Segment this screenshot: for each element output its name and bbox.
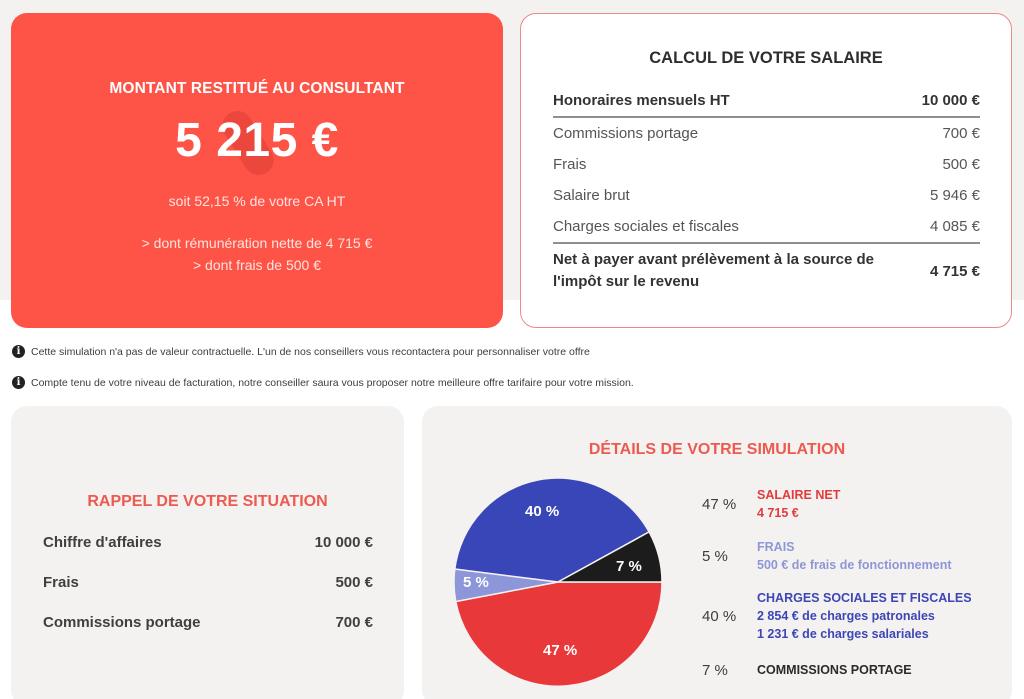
pie-label-commissions: 7 %	[616, 558, 642, 575]
pie-chart: 47 % 5 % 40 % 7 %	[453, 477, 663, 687]
salary-row-value: 4 715 €	[929, 262, 980, 280]
revenue-ratio: soit 52,15 % de votre CA HT	[168, 193, 346, 209]
recall-row-value: 700 €	[335, 614, 373, 631]
legend-item-fees: 5 % FRAIS 500 € de frais de fonctionneme…	[702, 538, 952, 574]
legend-name: SALAIRE NET	[757, 488, 841, 502]
salary-row-value: 5 946 €	[929, 187, 980, 204]
salary-row-label: Frais	[553, 156, 587, 173]
divider	[553, 116, 980, 118]
salary-row-label: Charges sociales et fiscales	[553, 218, 739, 235]
salary-row: Commissions portage 700 €	[553, 125, 980, 142]
salary-row-value: 700 €	[942, 125, 980, 142]
legend-name: FRAIS	[757, 540, 795, 554]
simulation-details-card: DÉTAILS DE VOTRE SIMULATION 47 % 5 % 40 …	[422, 406, 1012, 699]
amount-returned-value: 5 215 €	[175, 114, 339, 167]
details-card-title: DÉTAILS DE VOTRE SIMULATION	[588, 441, 846, 458]
salary-row-label: Net à payer avant prélèvement à la sourc…	[553, 251, 874, 290]
recall-row-label: Frais	[43, 574, 79, 591]
legend-item-social-charges: 40 % CHARGES SOCIALES ET FISCALES 2 854 …	[702, 589, 972, 643]
pie-label-net-salary: 47 %	[543, 642, 578, 659]
pie-slice-social-charges[interactable]	[453, 477, 651, 583]
salary-card-title: CALCUL DE VOTRE SALAIRE	[649, 49, 883, 67]
situation-recall-card: RAPPEL DE VOTRE SITUATION Chiffre d'affa…	[11, 406, 404, 699]
disclaimer-note: i Cette simulation n'a pas de valeur con…	[12, 345, 590, 358]
fees-detail: > dont frais de 500 €	[192, 257, 322, 273]
salary-row-value: 10 000 €	[921, 92, 980, 109]
pie-label-fees: 5 %	[463, 574, 489, 591]
pie-slice-commissions[interactable]	[557, 530, 663, 583]
recall-row: Frais 500 €	[43, 574, 373, 591]
amount-returned-card: MONTANT RESTITUÉ AU CONSULTANT 5 215 € s…	[11, 13, 503, 328]
pricing-note: i Compte tenu de votre niveau de factura…	[12, 376, 634, 389]
legend-percent: 47 %	[702, 495, 737, 513]
legend-detail: 500 € de frais de fonctionnement	[757, 558, 952, 572]
salary-row: Honoraires mensuels HT 10 000 €	[553, 92, 980, 109]
salary-row: Frais 500 €	[553, 156, 980, 173]
salary-calculation-card: CALCUL DE VOTRE SALAIRE Honoraires mensu…	[520, 13, 1012, 328]
amount-returned-title: MONTANT RESTITUÉ AU CONSULTANT	[109, 80, 405, 97]
divider	[553, 242, 980, 244]
pie-label-social-charges: 40 %	[525, 503, 560, 520]
salary-row-label: Commissions portage	[553, 125, 699, 142]
salary-row: Salaire brut 5 946 €	[553, 187, 980, 204]
note-text: Cette simulation n'a pas de valeur contr…	[31, 345, 590, 358]
legend-name: COMMISSIONS PORTAGE	[757, 663, 912, 677]
salary-row-net: Net à payer avant prélèvement à la sourc…	[553, 249, 980, 293]
legend-detail: 4 715 €	[757, 506, 799, 520]
legend-percent: 5 %	[702, 547, 728, 565]
recall-row-value: 500 €	[335, 574, 373, 591]
legend-item-net-salary: 47 % SALAIRE NET 4 715 €	[702, 486, 840, 522]
salary-row: Charges sociales et fiscales 4 085 €	[553, 218, 980, 235]
legend-percent: 40 %	[702, 607, 737, 625]
salary-row-label: Salaire brut	[553, 187, 630, 204]
note-text: Compte tenu de votre niveau de facturati…	[31, 376, 634, 389]
salary-row-label: Honoraires mensuels HT	[553, 92, 730, 109]
recall-row-label: Chiffre d'affaires	[43, 534, 162, 551]
legend-item-commissions: 7 % COMMISSIONS PORTAGE	[702, 661, 912, 679]
salary-row-value: 4 085 €	[929, 218, 980, 235]
legend-detail: 1 231 € de charges salariales	[757, 627, 929, 641]
legend-name: CHARGES SOCIALES ET FISCALES	[757, 591, 972, 605]
legend-percent: 7 %	[702, 661, 728, 679]
net-remuneration-detail: > dont rémunération nette de 4 715 €	[141, 235, 373, 251]
recall-row: Commissions portage 700 €	[43, 614, 373, 631]
recall-row-value: 10 000 €	[314, 534, 373, 551]
recall-row-label: Commissions portage	[43, 614, 201, 631]
info-icon: i	[12, 345, 25, 358]
pie-slice-net-salary[interactable]	[454, 581, 663, 687]
recall-card-title: RAPPEL DE VOTRE SITUATION	[87, 493, 328, 510]
info-icon: i	[12, 376, 25, 389]
legend-detail: 2 854 € de charges patronales	[757, 609, 935, 623]
pie-chart-svg	[453, 477, 663, 687]
salary-row-value: 500 €	[942, 156, 980, 173]
recall-row: Chiffre d'affaires 10 000 €	[43, 534, 373, 551]
